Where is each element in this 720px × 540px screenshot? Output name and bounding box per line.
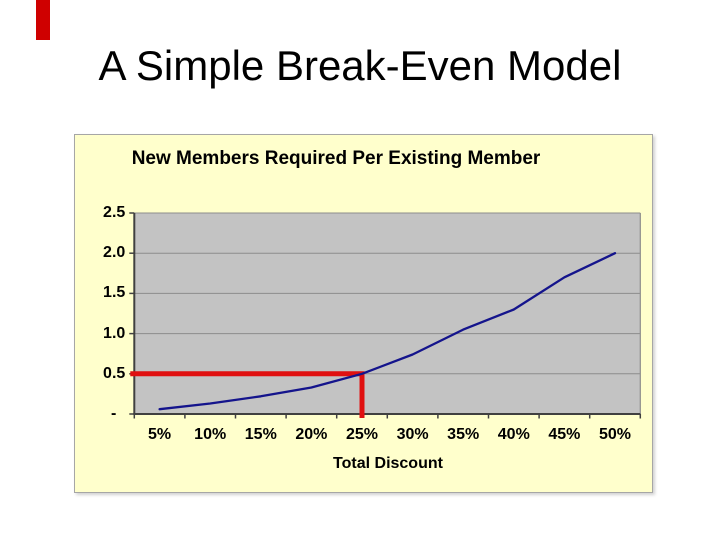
plot-background [134, 213, 641, 414]
x-tick-label: 10% [194, 426, 227, 443]
accent-bar [36, 0, 50, 40]
slide-title: A Simple Break-Even Model [98, 42, 622, 89]
x-tick-label: 35% [447, 426, 480, 443]
x-tick-label: 45% [548, 426, 581, 443]
x-tick-label: 30% [396, 426, 429, 443]
x-tick-label: 40% [497, 426, 530, 443]
x-tick-label: 20% [295, 426, 328, 443]
x-tick-label: 50% [598, 426, 632, 443]
y-tick-label: 2.5 [103, 204, 126, 221]
x-axis-title: Total Discount [333, 455, 443, 472]
y-tick-label: 1.0 [103, 324, 126, 342]
series-line [158, 252, 617, 411]
plot-area [129, 212, 642, 419]
y-tick-label: 2.0 [103, 244, 126, 262]
y-tick-label: - [110, 405, 117, 422]
x-tick-label: 25% [345, 426, 379, 443]
y-tick-label: 1.5 [103, 284, 126, 302]
break-even-chart: New Members Required Per Existing Member… [74, 134, 653, 493]
chart-title: New Members Required Per Existing Member [131, 148, 541, 169]
x-tick-label: 5% [148, 426, 172, 443]
y-tick-label: 0.5 [103, 364, 126, 382]
x-tick-label: 15% [244, 426, 277, 443]
